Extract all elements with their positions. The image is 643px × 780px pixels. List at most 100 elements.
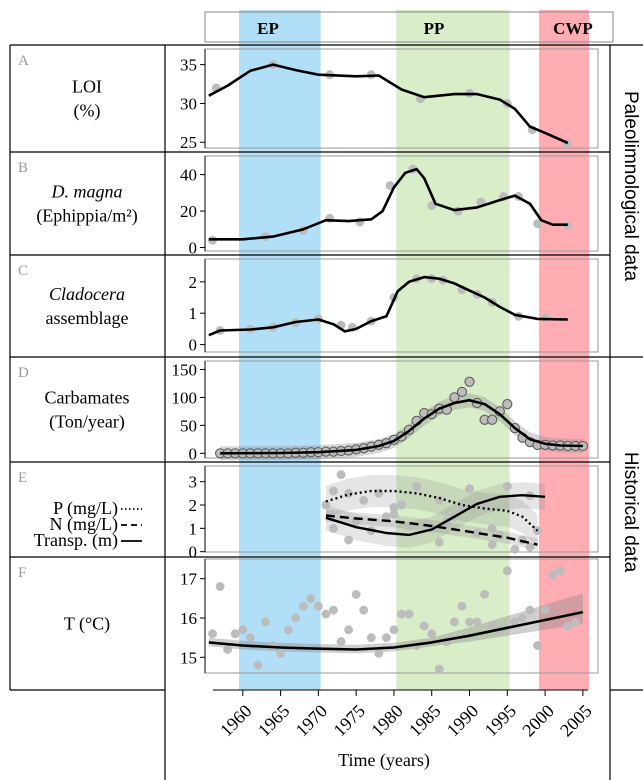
data-point (321, 500, 331, 510)
panel-label-line: D. magna (51, 182, 123, 202)
panel-label-line: Carbamates (45, 388, 130, 408)
x-tick-label: 1960 (216, 701, 256, 741)
data-point (208, 629, 218, 639)
y-tick-label: 15 (180, 648, 197, 667)
data-point (344, 625, 354, 635)
y-tick-label: 0 (189, 543, 198, 562)
data-point (502, 481, 512, 491)
data-point (336, 470, 346, 480)
trend-line (208, 275, 568, 337)
y-tick-label: 17 (180, 570, 198, 589)
data-point (389, 625, 399, 635)
x-tick-label: 1975 (329, 701, 369, 741)
data-point (245, 633, 255, 643)
data-point (533, 219, 542, 229)
data-point (563, 621, 573, 631)
panel-letter: E (18, 470, 27, 486)
panel-e: 0 1 2 3 E P (mg/L)N (mg/L)Transp. (m) (18, 465, 599, 562)
x-tick-label: 1995 (481, 701, 521, 741)
data-point (464, 376, 475, 387)
data-point (457, 601, 467, 611)
period-label-cwp: CWP (553, 19, 593, 38)
data-point (359, 495, 369, 505)
data-point (449, 617, 459, 627)
panel-label-line: assemblage (46, 308, 129, 328)
panel-label-line: Cladocera (49, 284, 125, 304)
data-point (525, 605, 535, 615)
period-header: EP PP CWP (257, 19, 593, 38)
data-point (276, 648, 286, 658)
y-tick-label: 0 (189, 239, 198, 258)
y-tick-label: 16 (180, 609, 197, 628)
data-point (366, 633, 376, 643)
data-point (283, 625, 293, 635)
frames (9, 11, 643, 780)
data-point (487, 414, 498, 425)
data-point (517, 613, 527, 623)
y-tick-label: 30 (180, 94, 197, 113)
x-tick-label: 2005 (556, 701, 596, 741)
panel-c: 0 1 2 C Cladocera assemblage (18, 258, 599, 355)
data-point (351, 589, 361, 599)
data-point (344, 535, 354, 545)
data-point (412, 481, 422, 491)
data-point (389, 509, 399, 519)
series-line-dashed (325, 514, 538, 546)
trend-line (208, 63, 569, 145)
data-point (253, 660, 263, 670)
trend-line (208, 610, 584, 651)
y-tick-label: 2 (189, 273, 198, 292)
data-point (419, 621, 429, 631)
y-tick-label: 50 (180, 416, 197, 435)
panel-letter: F (18, 565, 26, 581)
data-point (502, 399, 513, 410)
data-point (397, 500, 406, 510)
y-tick-label: 1 (189, 519, 198, 538)
panel-f: 15 16 17 F T (°C) (18, 558, 599, 674)
y-tick-label: 25 (180, 133, 197, 152)
period-bands (239, 10, 589, 690)
period-band-cwp (539, 10, 589, 690)
legend-label-1: N (mg/L) (50, 514, 118, 535)
panel-letter: C (18, 263, 28, 279)
x-tick-label: 2000 (518, 701, 558, 741)
period-label-pp: PP (424, 19, 445, 38)
x-tick-label: 1970 (292, 701, 332, 741)
y-tick-label: 3 (189, 473, 198, 492)
data-point (434, 664, 444, 674)
data-point (540, 605, 550, 615)
data-point (533, 526, 542, 536)
data-point (555, 566, 565, 576)
x-tick-label: 1965 (254, 701, 294, 741)
data-point (329, 523, 338, 533)
data-point (533, 641, 542, 650)
data-point (480, 589, 490, 599)
x-axis-title: Time (years) (338, 750, 430, 771)
data-point (404, 609, 414, 619)
confidence-band (208, 593, 583, 654)
data-point (336, 637, 346, 647)
panel-label-line: LOI (72, 77, 102, 97)
data-point (321, 609, 331, 619)
period-band-pp (396, 10, 510, 690)
data-point (456, 386, 468, 397)
trend-line (220, 398, 583, 455)
data-point (329, 605, 338, 615)
panel-label-line: T (°C) (64, 614, 110, 635)
data-point (397, 609, 406, 619)
data-point (261, 617, 270, 627)
data-point (291, 613, 301, 623)
data-point (359, 605, 369, 615)
data-point (525, 542, 535, 552)
y-tick-label: 35 (180, 56, 197, 75)
data-point (298, 601, 308, 611)
y-tick-label: 0 (189, 336, 198, 355)
data-point (487, 523, 497, 533)
data-point (472, 617, 482, 627)
series-line-dotted (325, 489, 539, 532)
header-box (204, 11, 614, 43)
y-tick-label: 2 (189, 496, 198, 515)
